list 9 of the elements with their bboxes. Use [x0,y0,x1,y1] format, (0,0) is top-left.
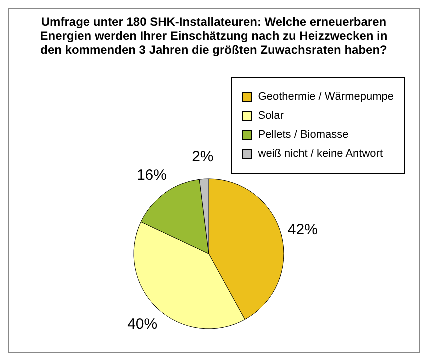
data-label: 16% [136,167,167,184]
legend-label: Geothermie / Wärmepumpe [258,91,394,103]
data-label: 2% [192,148,214,166]
chart-title: Umfrage unter 180 SHK-Installateuren: Welche erneuerbaren Energien werden Ihrer Einschätzung nach zu Heizzwecken in den kommenden 3 Jahren die größten Zuwachsraten haben? [39,15,389,57]
legend-label: weiß nicht / keine Antwort [258,148,384,160]
data-label: 40% [128,316,158,334]
legend-label: Pellets / Biomasse [258,129,349,141]
data-label: 42% [288,221,318,238]
legend-label: Solar [258,110,284,122]
